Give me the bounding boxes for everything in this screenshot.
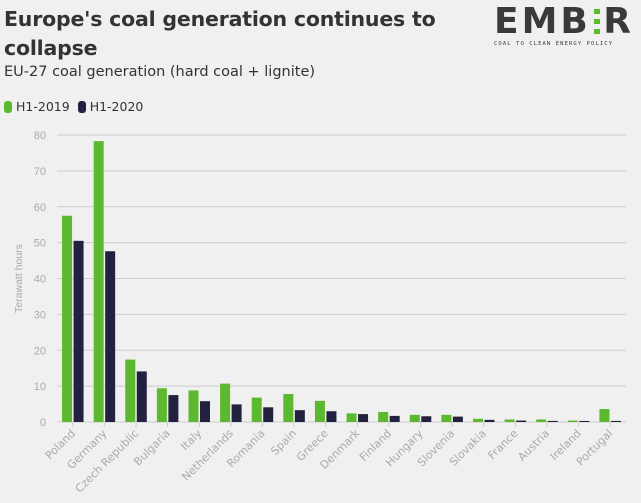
logo-word-right: R <box>603 1 634 42</box>
legend-item-h1-2020[interactable]: H1-2020 <box>77 99 144 114</box>
y-tick-label: 40 <box>34 274 46 286</box>
legend-label-h1-2020: H1-2020 <box>89 99 144 114</box>
y-tick-label: 80 <box>34 130 46 142</box>
bar-h1-2019-spain[interactable] <box>283 394 294 422</box>
y-tick-label: 70 <box>34 166 46 178</box>
legend: H1-2019 H1-2020 <box>4 99 151 114</box>
bar-h1-2020-czech-republic[interactable] <box>136 371 147 422</box>
bar-h1-2020-greece[interactable] <box>326 411 337 422</box>
y-tick-label: 30 <box>34 309 46 321</box>
logo-e-icon <box>593 9 601 34</box>
bar-h1-2020-germany[interactable] <box>105 251 116 422</box>
bar-h1-2019-hungary[interactable] <box>409 414 420 422</box>
ember-logo: EMB R COAL TO CLEAN ENERGY POLICY <box>494 1 634 48</box>
bar-h1-2020-austria[interactable] <box>547 420 558 422</box>
bar-h1-2020-ireland[interactable] <box>579 420 590 422</box>
y-tick-label: 0 <box>40 417 46 429</box>
y-tick-label: 60 <box>34 202 46 214</box>
logo-word-left: EMB <box>494 1 591 42</box>
bar-h1-2020-spain[interactable] <box>294 410 305 422</box>
bar-h1-2020-denmark[interactable] <box>358 414 369 422</box>
bar-h1-2019-finland[interactable] <box>378 411 389 422</box>
bar-h1-2020-romania[interactable] <box>263 407 274 422</box>
x-tick-label: Austria <box>515 427 552 464</box>
bar-h1-2020-italy[interactable] <box>200 401 210 422</box>
y-tick-label: 10 <box>34 381 46 393</box>
bar-h1-2019-poland[interactable] <box>62 215 73 422</box>
bar-h1-2020-portugal[interactable] <box>610 420 621 422</box>
x-tick-label: Italy <box>178 427 204 453</box>
bar-h1-2020-slovakia[interactable] <box>484 419 495 422</box>
bar-h1-2019-greece[interactable] <box>314 400 325 422</box>
bar-h1-2019-netherlands[interactable] <box>220 383 231 422</box>
bar-h1-2019-france[interactable] <box>504 419 515 422</box>
gridlines <box>57 134 626 423</box>
bar-h1-2019-slovenia[interactable] <box>441 414 452 422</box>
bar-h1-2020-netherlands[interactable] <box>231 404 242 422</box>
bar-h1-2019-italy[interactable] <box>188 390 199 422</box>
y-axis-title: Terawatt hours <box>13 244 25 313</box>
bar-h1-2019-ireland[interactable] <box>567 420 578 422</box>
bar-h1-2019-czech-republic[interactable] <box>125 359 136 422</box>
bar-h1-2020-finland[interactable] <box>389 415 400 422</box>
bar-h1-2020-poland[interactable] <box>73 240 84 422</box>
legend-swatch-h1-2019 <box>4 100 12 113</box>
chart-subtitle: EU-27 coal generation (hard coal + ligni… <box>4 64 316 80</box>
y-tick-labels: 0 10 20 30 40 50 60 70 80 <box>34 130 46 429</box>
legend-label-h1-2019: H1-2019 <box>16 99 70 114</box>
bar-h1-2020-france[interactable] <box>516 420 527 422</box>
y-tick-label: 20 <box>34 345 46 357</box>
bar-chart: 0 10 20 30 40 50 60 70 80 Terawatt hours PolandG… <box>13 130 626 495</box>
x-tick-marks <box>72 422 611 427</box>
bar-h1-2019-slovakia[interactable] <box>473 418 483 422</box>
bar-h1-2019-portugal[interactable] <box>599 409 610 422</box>
bar-h1-2019-austria[interactable] <box>536 419 547 422</box>
chart-title: Europe's coal generation continues to co… <box>4 7 436 60</box>
logo-wordmark: EMB R <box>494 1 634 42</box>
bars <box>62 141 621 422</box>
bar-h1-2020-slovenia[interactable] <box>452 416 463 422</box>
bar-h1-2019-romania[interactable] <box>251 397 262 422</box>
bar-h1-2020-bulgaria[interactable] <box>168 395 179 422</box>
bar-h1-2019-bulgaria[interactable] <box>156 388 167 422</box>
bar-h1-2019-germany[interactable] <box>93 141 104 422</box>
logo-tagline: COAL TO CLEAN ENERGY POLICY <box>494 41 614 47</box>
legend-item-h1-2019[interactable]: H1-2019 <box>4 99 70 114</box>
legend-swatch-h1-2020 <box>77 100 86 113</box>
bar-h1-2020-hungary[interactable] <box>421 416 432 422</box>
y-tick-label: 50 <box>34 238 46 250</box>
bar-h1-2019-denmark[interactable] <box>346 413 357 422</box>
x-tick-label: France <box>485 427 520 462</box>
